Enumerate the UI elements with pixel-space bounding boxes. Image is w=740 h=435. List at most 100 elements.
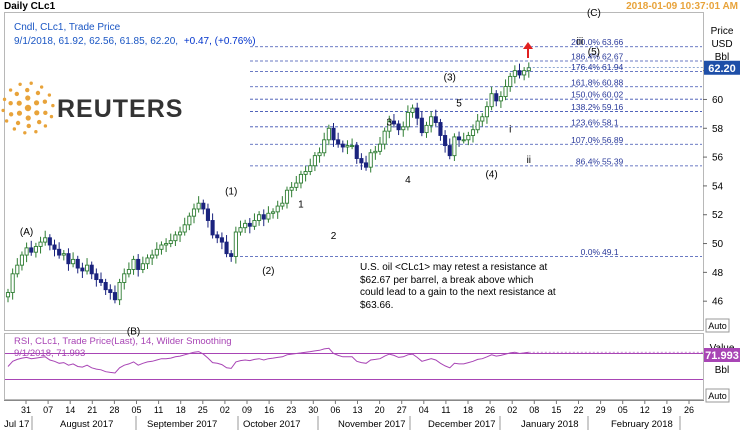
candle-body [284, 189, 290, 204]
candle-body [433, 116, 438, 123]
fib-level-label: 0.0% [581, 247, 601, 257]
candle-body [10, 273, 15, 293]
logo-dot [8, 100, 13, 106]
candle-body [98, 279, 104, 283]
x-tick-label: 07 [43, 405, 53, 415]
logo-dot [34, 110, 40, 116]
logo-dot [23, 131, 27, 135]
candle-body [108, 289, 113, 293]
candle-body [173, 234, 178, 242]
candle-body [419, 117, 424, 134]
candle-body [205, 208, 211, 221]
logo-dot [39, 85, 44, 89]
candle-body [475, 120, 480, 131]
price-axis-title-line1: Price [711, 26, 734, 37]
candle-body [438, 122, 443, 136]
y-tick-label: 54 [712, 181, 724, 192]
annotation-box: U.S. oil <CLc1> may retest a resistance … [360, 262, 556, 311]
logo-dot [43, 110, 48, 116]
annotation-text: U.S. oil <CLc1> may retest a resistance … [360, 262, 556, 311]
chart-title: Daily CLc1 [4, 1, 56, 12]
candle-body [159, 244, 164, 250]
candle-body [29, 247, 34, 253]
candle-body [5, 292, 11, 298]
logo-dot [1, 108, 5, 113]
candle-body [252, 220, 257, 227]
price-auto-scale-label: Auto [708, 321, 727, 331]
candle-body [373, 150, 378, 154]
candle-body [415, 107, 420, 119]
logo-dot [51, 103, 55, 108]
candle-body [522, 70, 527, 76]
y-tick-label: 48 [712, 268, 724, 279]
reuters-logo: REUTERS [1, 81, 182, 135]
x-tick-label: 14 [65, 405, 75, 415]
fib-level-value: 60.02 [602, 90, 624, 100]
fib-level-label: 123.6% [571, 117, 600, 127]
x-tick-label: 05 [618, 405, 628, 415]
candle-body [312, 155, 317, 167]
rsi-line [7, 347, 529, 374]
candlestick-series [5, 62, 703, 306]
fib-level-value: 55.39 [602, 156, 624, 166]
candle-body [126, 269, 131, 275]
candle-body [201, 202, 206, 210]
candle-body [271, 211, 276, 214]
x-auto-scale-button[interactable] [705, 388, 730, 403]
x-tick-label: 31 [21, 405, 31, 415]
candle-body [24, 247, 29, 256]
candle-body [187, 215, 192, 226]
x-tick-label: 20 [375, 405, 385, 415]
x-tick-label: 12 [640, 405, 650, 415]
candle-body [405, 111, 410, 128]
logo-dot [25, 87, 30, 93]
x-tick-label: 21 [87, 405, 97, 415]
candle-body [317, 152, 322, 157]
fib-level-value: 63.66 [602, 37, 624, 47]
candle-body [145, 257, 150, 265]
reuters-dot-logo-icon [1, 81, 55, 135]
wave-label: (5) [588, 47, 600, 58]
candle-body [210, 220, 215, 236]
candle-body [182, 224, 187, 233]
fib-level-label: 107.0% [571, 135, 600, 145]
candle-body [359, 158, 364, 164]
logo-dot [8, 112, 14, 117]
x-tick-label: 05 [131, 405, 141, 415]
x-tick-label: 06 [330, 405, 340, 415]
candle-body [238, 227, 243, 233]
candle-body [75, 258, 80, 269]
x-tick-label: 27 [397, 405, 407, 415]
y-tick-label: 58 [712, 124, 724, 135]
rsi-legend-values: 9/1/2018, 71.993 [14, 348, 85, 359]
candle-body [340, 143, 345, 148]
candle-body [443, 135, 448, 147]
logo-dot [24, 104, 32, 112]
price-y-axis: 464850525456586062 [703, 66, 724, 308]
candle-body [387, 120, 392, 132]
price-auto-scale-button[interactable] [705, 318, 730, 333]
wave-label: (2) [262, 266, 274, 277]
wave-label: (1) [225, 187, 237, 198]
logo-dot [15, 120, 21, 126]
candle-body [326, 127, 331, 141]
rsi-last-value: 71.993 [705, 350, 739, 362]
price-legend-change: +0.47, (+0.76%) [184, 36, 256, 47]
candle-body [275, 205, 280, 213]
candle-body [112, 292, 117, 301]
candle-body [196, 202, 201, 210]
fib-level-label: 200.0% [571, 37, 600, 47]
wave-label: i [509, 125, 511, 136]
candle-body [494, 93, 499, 102]
x-tick-label: 19 [662, 405, 672, 415]
candle-body [33, 245, 38, 253]
fib-level-value: 62.67 [602, 51, 624, 61]
logo-dot [12, 127, 17, 131]
candle-body [466, 135, 471, 141]
candle-body [298, 173, 304, 184]
price-legend-ohlc: 9/1/2018, 61.92, 62.56, 61.85, 62.20, [14, 36, 178, 47]
logo-dot [29, 81, 33, 85]
wave-label: (3) [444, 73, 456, 84]
candle-body [480, 116, 485, 122]
